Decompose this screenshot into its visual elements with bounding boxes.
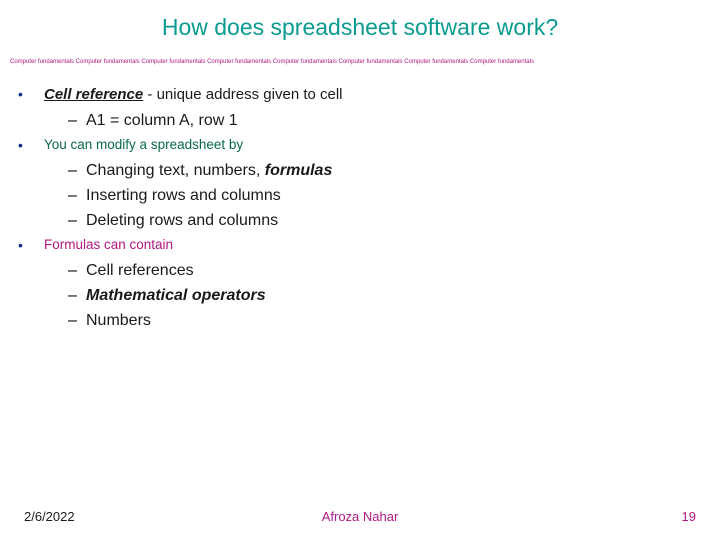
term-math-operators: Mathematical operators: [86, 284, 266, 308]
sub-item: – Changing text, numbers, formulas: [18, 159, 700, 183]
dash-icon: –: [68, 159, 86, 183]
sub-item: – Numbers: [18, 309, 700, 333]
content-area: • Cell reference - unique address given …: [0, 83, 720, 333]
bullet-item-1: • Cell reference - unique address given …: [18, 83, 700, 107]
dash-icon: –: [68, 259, 86, 283]
sub-text: Inserting rows and columns: [86, 184, 281, 208]
sub-item: – Cell references: [18, 259, 700, 283]
footer-date: 2/6/2022: [24, 509, 75, 524]
divider-repeat-text: Computer fundamentals Computer fundament…: [0, 47, 720, 83]
footer: 2/6/2022 Afroza Nahar 19: [0, 509, 720, 524]
sub-item: – Inserting rows and columns: [18, 184, 700, 208]
sub-item: – A1 = column A, row 1: [18, 109, 700, 133]
dash-icon: –: [68, 109, 86, 133]
dash-icon: –: [68, 284, 86, 308]
slide-title: How does spreadsheet software work?: [0, 0, 720, 47]
bullet-rest: - unique address given to cell: [143, 86, 342, 103]
footer-author: Afroza Nahar: [322, 509, 399, 524]
dash-icon: –: [68, 309, 86, 333]
bullet-text: Cell reference - unique address given to…: [44, 83, 343, 107]
bullet-dot: •: [18, 134, 44, 156]
sub-text: Numbers: [86, 309, 151, 333]
sub-text: Deleting rows and columns: [86, 209, 278, 233]
sub-item: – Deleting rows and columns: [18, 209, 700, 233]
sub-text: Cell references: [86, 259, 194, 283]
dash-icon: –: [68, 184, 86, 208]
bullet-dot: •: [18, 83, 44, 105]
bullet-item-3: • Formulas can contain: [18, 234, 700, 257]
bullet-text: Formulas can contain: [44, 234, 173, 257]
sub-text: A1 = column A, row 1: [86, 109, 238, 133]
bullet-text: You can modify a spreadsheet by: [44, 134, 243, 157]
bullet-item-2: • You can modify a spreadsheet by: [18, 134, 700, 157]
bullet-dot: •: [18, 234, 44, 256]
sub-text-part: Changing text, numbers,: [86, 162, 265, 179]
term-cell-reference: Cell reference: [44, 86, 143, 103]
footer-page-number: 19: [682, 509, 696, 524]
dash-icon: –: [68, 209, 86, 233]
sub-item: – Mathematical operators: [18, 284, 700, 308]
term-formulas: formulas: [265, 162, 333, 179]
sub-text: Changing text, numbers, formulas: [86, 159, 332, 183]
